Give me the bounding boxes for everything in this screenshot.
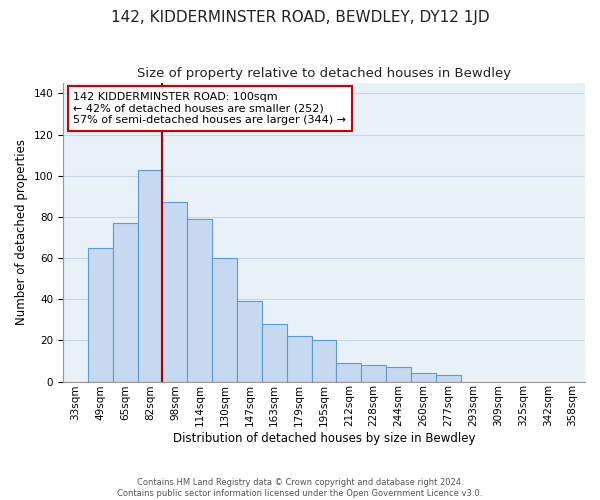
Bar [163,202,187,382]
Bar [436,376,461,382]
Bar [262,324,287,382]
Bar [212,258,237,382]
Title: Size of property relative to detached houses in Bewdley: Size of property relative to detached ho… [137,68,511,80]
Bar [311,340,337,382]
Bar [137,170,163,382]
Text: Contains HM Land Registry data © Crown copyright and database right 2024.
Contai: Contains HM Land Registry data © Crown c… [118,478,482,498]
Bar [113,223,137,382]
Bar [386,367,411,382]
X-axis label: Distribution of detached houses by size in Bewdley: Distribution of detached houses by size … [173,432,475,445]
Y-axis label: Number of detached properties: Number of detached properties [15,140,28,326]
Text: 142 KIDDERMINSTER ROAD: 100sqm
← 42% of detached houses are smaller (252)
57% of: 142 KIDDERMINSTER ROAD: 100sqm ← 42% of … [73,92,346,125]
Bar [361,365,386,382]
Bar [287,336,311,382]
Bar [237,302,262,382]
Text: 142, KIDDERMINSTER ROAD, BEWDLEY, DY12 1JD: 142, KIDDERMINSTER ROAD, BEWDLEY, DY12 1… [110,10,490,25]
Bar [411,374,436,382]
Bar [187,219,212,382]
Bar [337,363,361,382]
Bar [88,248,113,382]
